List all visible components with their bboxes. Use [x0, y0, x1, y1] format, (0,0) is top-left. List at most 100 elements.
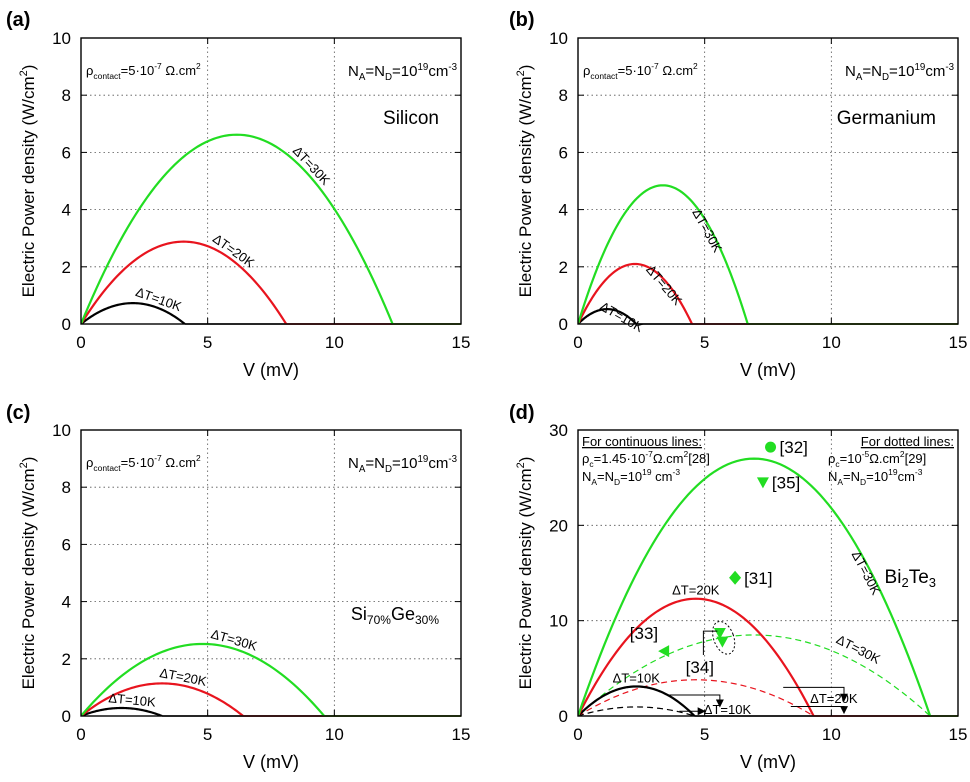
panel-label: (b)	[509, 9, 535, 31]
plot-frame	[577, 37, 959, 325]
point-label: [32]	[780, 438, 808, 457]
doping-label: NA=ND=1019cm-3	[348, 454, 457, 475]
y-tick-label: 10	[549, 612, 568, 631]
y-axis-label: Electric Power density (W/cm2)	[515, 65, 535, 298]
chart-panel-1: (b) 0 5 10 15 0 2 4 6 8 10 V (mV) Electric Power den…	[509, 9, 967, 380]
curve-label: ΔT=10K	[613, 670, 661, 685]
data-point	[658, 645, 670, 658]
contact-resistivity-label: ρcontact=5·10-7 Ω.cm2	[583, 61, 698, 81]
series-line	[81, 133, 394, 324]
series-line	[578, 706, 695, 716]
doping-label: NA=ND=1019cm-3	[845, 62, 954, 83]
x-axis-label: V (mV)	[243, 360, 299, 380]
series-line	[81, 682, 244, 716]
series-line	[81, 706, 163, 716]
material-label: Si70%Ge30%	[351, 604, 439, 627]
dotted-doping-label: NA=ND=1019cm-3	[828, 467, 923, 487]
y-tick-label: 4	[62, 593, 71, 612]
y-axis-label: Electric Power density (W/cm2)	[18, 457, 38, 690]
point-label: [35]	[772, 473, 800, 492]
y-axis-label: Electric Power density (W/cm2)	[515, 457, 535, 690]
chart-panel-3: (d) 0 5 10 15 0 10 20 30 V (mV) Electric Power den…	[509, 402, 967, 772]
series-line	[81, 240, 288, 324]
annotation-arrow	[783, 686, 848, 702]
contact-resistivity-label: ρcontact=5·10-7 Ω.cm2	[86, 61, 201, 81]
x-tick-label: 0	[76, 725, 85, 744]
data-point	[729, 570, 742, 585]
x-tick-label: 15	[949, 725, 968, 744]
x-tick-label: 0	[573, 333, 582, 352]
y-tick-label: 6	[62, 535, 71, 554]
panel-label: (a)	[6, 9, 30, 31]
x-tick-label: 0	[76, 333, 85, 352]
y-tick-label: 8	[62, 478, 71, 497]
highlight-ellipse	[712, 620, 736, 655]
series-line	[578, 308, 638, 324]
curve-label: ΔT=20K	[672, 583, 720, 598]
curve-label: ΔT=10K	[597, 299, 646, 336]
plot-frame	[80, 429, 462, 717]
y-tick-label: 6	[559, 143, 568, 162]
x-tick-label: 10	[325, 333, 344, 352]
panel-label: (d)	[509, 402, 535, 424]
dotted-lines-heading: For dotted lines:	[861, 434, 954, 449]
x-axis-label: V (mV)	[243, 752, 299, 772]
continuous-lines-heading: For continuous lines:	[582, 434, 702, 449]
x-tick-label: 5	[203, 725, 212, 744]
curve-label: ΔT=10K	[108, 690, 157, 709]
y-tick-label: 30	[549, 421, 568, 440]
panel-label: (c)	[6, 402, 30, 424]
x-tick-label: 15	[949, 333, 968, 352]
x-axis-label: V (mV)	[740, 752, 796, 772]
chart-panel-0: (a) 0 5 10 15 0 2 4 6 8 10 V (mV) Electric Power den…	[6, 9, 470, 380]
chart-panel-2: (c) 0 5 10 15 0 2 4 6 8 10 V (mV) Electric Power den…	[6, 402, 470, 772]
curve-label: ΔT=30K	[834, 632, 883, 667]
point-label: [33]	[630, 624, 658, 643]
series-line	[578, 685, 696, 716]
curve-label: ΔT=10K	[704, 702, 752, 717]
plot-frame	[80, 37, 462, 325]
y-axis-label: Electric Power density (W/cm2)	[18, 65, 38, 298]
y-tick-label: 10	[52, 29, 71, 48]
curve-label: ΔT=20K	[810, 691, 858, 706]
y-tick-label: 10	[52, 421, 71, 440]
y-tick-label: 2	[62, 258, 71, 277]
x-tick-label: 5	[203, 333, 212, 352]
series-line	[578, 634, 931, 716]
y-tick-label: 0	[559, 707, 568, 726]
annotation-arrow	[669, 694, 724, 708]
x-tick-label: 5	[700, 333, 709, 352]
y-tick-label: 0	[62, 707, 71, 726]
curve-label: ΔT=20K	[643, 262, 685, 308]
series-line	[578, 597, 815, 716]
point-label: [34]	[686, 658, 714, 677]
data-point	[756, 477, 769, 489]
curve-label: ΔT=30K	[689, 206, 725, 255]
x-tick-label: 15	[452, 333, 471, 352]
doping-label: NA=ND=1019cm-3	[348, 62, 457, 83]
y-tick-label: 6	[62, 143, 71, 162]
series-line	[578, 457, 932, 716]
data-point	[716, 636, 729, 648]
material-label: Germanium	[837, 108, 936, 129]
series-line	[578, 184, 749, 324]
series-line	[81, 302, 186, 324]
material-label: Bi2Te3	[885, 567, 936, 590]
y-tick-label: 0	[62, 315, 71, 334]
x-tick-label: 5	[700, 725, 709, 744]
point-label: [31]	[744, 569, 772, 588]
data-point	[765, 441, 777, 453]
x-tick-label: 15	[452, 725, 471, 744]
y-tick-label: 20	[549, 516, 568, 535]
contact-resistivity-label: ρcontact=5·10-7 Ω.cm2	[86, 453, 201, 473]
x-tick-label: 10	[822, 333, 841, 352]
y-tick-label: 8	[62, 86, 71, 105]
y-tick-label: 10	[549, 29, 568, 48]
continuous-rho-label: ρc=1.45·10-7Ω.cm2[28]	[582, 449, 710, 469]
dotted-rho-label: ρc=10-5Ω.cm2[29]	[828, 449, 926, 469]
x-axis-label: V (mV)	[740, 360, 796, 380]
series-line	[81, 642, 326, 716]
y-tick-label: 0	[559, 315, 568, 334]
y-tick-label: 4	[559, 201, 568, 220]
